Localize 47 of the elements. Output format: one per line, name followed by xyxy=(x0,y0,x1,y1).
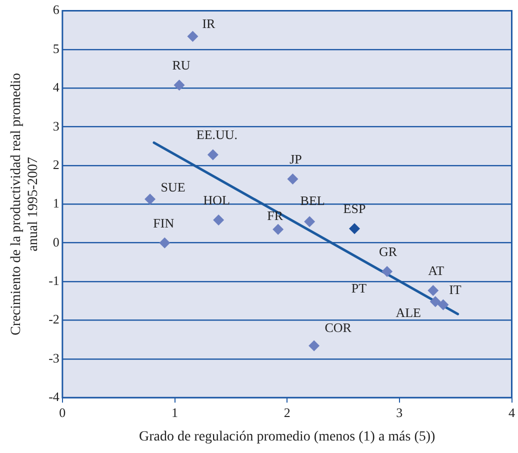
series-label: HOL xyxy=(203,192,230,208)
y-tick-label: -3 xyxy=(48,350,60,366)
y-tick-label: 5 xyxy=(52,40,60,56)
point xyxy=(382,266,393,278)
point xyxy=(159,237,170,248)
series-label: COR xyxy=(324,320,352,336)
x-tick-label: 1 xyxy=(172,404,178,420)
point xyxy=(174,80,185,91)
series-label: IT xyxy=(449,282,462,298)
point xyxy=(428,284,439,296)
y-tick-label: 2 xyxy=(52,156,60,172)
y-tick-label: -1 xyxy=(48,272,60,288)
series-label: FR xyxy=(267,208,284,223)
series-label: EE.UU. xyxy=(196,127,238,142)
series-label: ALE xyxy=(396,305,422,320)
point xyxy=(287,174,298,185)
y-tick-label: -2 xyxy=(48,312,60,327)
y-tick-label: 1 xyxy=(52,196,60,211)
y-tick-label: 0 xyxy=(52,234,60,250)
point xyxy=(438,299,449,310)
x-tick-label: 2 xyxy=(284,404,290,420)
point xyxy=(308,340,320,352)
y-tick-label: 4 xyxy=(52,80,60,95)
point xyxy=(187,30,198,42)
series-label: IR xyxy=(202,16,216,31)
point xyxy=(213,214,224,226)
annotation: PT xyxy=(351,280,367,296)
point xyxy=(430,296,441,308)
point xyxy=(348,223,360,234)
series-label: GR xyxy=(379,244,398,259)
series-label: RU xyxy=(172,57,191,72)
point xyxy=(272,224,284,235)
series-label: ESP xyxy=(343,200,366,216)
point xyxy=(207,149,218,160)
y-tick-label: -4 xyxy=(48,389,60,404)
series-label: JP xyxy=(290,151,302,166)
y-tick-label: 6 xyxy=(52,2,60,18)
point xyxy=(304,216,316,228)
y-tick-label: 3 xyxy=(52,118,60,134)
x-tick-label: 3 xyxy=(396,404,403,420)
x-axis-title: Grado de regulación promedio (menos (1) a más (5)) xyxy=(138,429,436,444)
point xyxy=(144,194,156,205)
series-label: AT xyxy=(428,262,444,278)
series-label: SUE xyxy=(160,180,186,195)
y-axis-title: Crecimiento de la productividad real promedio anual 1995-2007 xyxy=(9,72,41,336)
x-tick-label: 4 xyxy=(508,404,516,420)
series-label: FIN xyxy=(153,215,175,230)
